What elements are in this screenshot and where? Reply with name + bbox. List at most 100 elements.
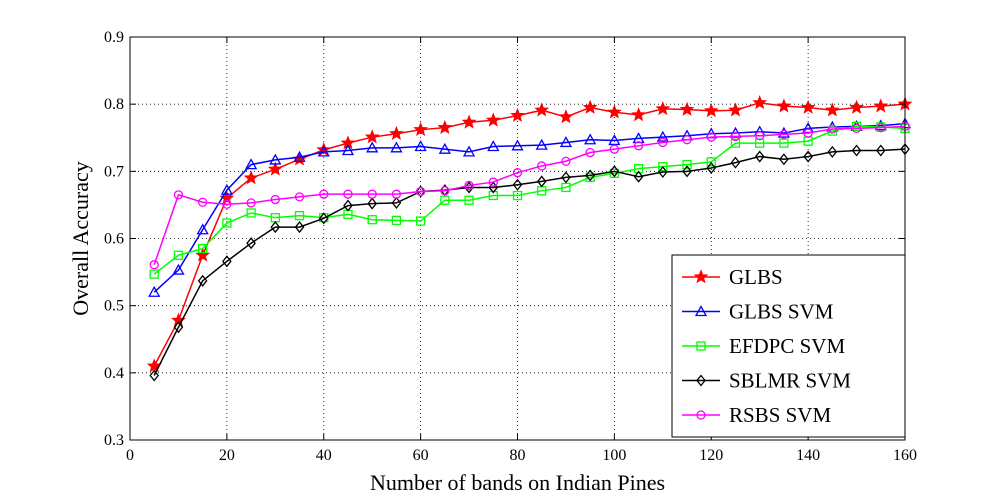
data-point bbox=[243, 170, 259, 185]
data-point bbox=[633, 141, 644, 151]
data-point bbox=[391, 215, 402, 226]
data-point bbox=[655, 101, 671, 116]
y-tick-label: 0.4 bbox=[104, 365, 124, 382]
data-point bbox=[317, 145, 330, 157]
data-point bbox=[703, 103, 719, 118]
data-point bbox=[777, 126, 791, 138]
y-tick-label: 0.9 bbox=[104, 29, 124, 46]
data-point bbox=[267, 161, 283, 176]
data-point bbox=[851, 123, 862, 133]
data-point bbox=[341, 144, 355, 156]
data-point bbox=[755, 131, 765, 141]
data-point bbox=[390, 141, 403, 153]
data-point bbox=[536, 175, 547, 188]
data-point bbox=[512, 168, 523, 178]
x-tick-label: 140 bbox=[796, 447, 820, 464]
data-point bbox=[293, 150, 306, 162]
data-point bbox=[198, 197, 208, 207]
data-point bbox=[754, 150, 765, 163]
data-point bbox=[512, 190, 523, 201]
data-point bbox=[730, 131, 741, 142]
data-point bbox=[294, 221, 305, 234]
data-point bbox=[389, 125, 404, 141]
data-point bbox=[730, 156, 741, 169]
data-point bbox=[535, 138, 548, 150]
data-point bbox=[706, 132, 716, 142]
data-point bbox=[510, 107, 525, 122]
data-point bbox=[222, 255, 232, 268]
data-point bbox=[464, 195, 474, 205]
data-point bbox=[779, 138, 789, 148]
x-tick-label: 20 bbox=[219, 447, 235, 464]
data-point bbox=[485, 112, 501, 127]
data-point bbox=[415, 216, 426, 226]
x-tick-label: 80 bbox=[510, 447, 526, 464]
data-point bbox=[609, 144, 620, 154]
data-point bbox=[606, 104, 622, 119]
data-point bbox=[343, 199, 353, 212]
data-point bbox=[827, 145, 838, 158]
data-point bbox=[246, 208, 256, 218]
data-point bbox=[779, 153, 789, 166]
x-tick-label: 60 bbox=[413, 447, 429, 464]
data-point bbox=[827, 124, 837, 134]
legend-marker bbox=[694, 305, 708, 317]
x-tick-label: 0 bbox=[126, 447, 134, 464]
data-point bbox=[461, 114, 477, 129]
data-point bbox=[246, 237, 256, 250]
data-point bbox=[246, 198, 256, 208]
legend-label: GLBS bbox=[729, 265, 783, 289]
data-point bbox=[195, 247, 211, 262]
y-tick-label: 0.5 bbox=[104, 298, 124, 315]
series-layer bbox=[146, 95, 913, 382]
legend-marker bbox=[696, 341, 706, 351]
data-point bbox=[537, 161, 547, 171]
data-point bbox=[173, 321, 184, 334]
data-point bbox=[776, 98, 792, 113]
data-point bbox=[824, 102, 840, 117]
data-point bbox=[559, 136, 573, 148]
data-point bbox=[197, 274, 208, 287]
data-point bbox=[222, 199, 232, 209]
data-point bbox=[270, 221, 281, 234]
data-point bbox=[561, 182, 571, 193]
data-point bbox=[608, 134, 621, 146]
legend-item-sblmr-svm: SBLMR SVM bbox=[682, 369, 851, 393]
data-point bbox=[488, 177, 498, 187]
data-point bbox=[462, 145, 476, 157]
data-point bbox=[682, 165, 692, 178]
data-point bbox=[679, 101, 695, 116]
data-point bbox=[876, 123, 886, 133]
data-point bbox=[366, 141, 379, 153]
legend-label: GLBS SVM bbox=[729, 300, 834, 324]
data-point bbox=[851, 144, 862, 157]
x-tick-label: 100 bbox=[602, 447, 626, 464]
data-point bbox=[585, 169, 595, 182]
data-point bbox=[779, 129, 789, 140]
data-point bbox=[196, 223, 209, 235]
data-point bbox=[730, 138, 741, 148]
data-point bbox=[440, 195, 450, 205]
data-point bbox=[561, 156, 571, 166]
data-point bbox=[172, 263, 185, 275]
data-point bbox=[631, 107, 646, 122]
data-point bbox=[413, 121, 429, 136]
data-point bbox=[800, 99, 816, 114]
legend-item-glbs: GLBS bbox=[682, 265, 783, 289]
data-point bbox=[803, 128, 813, 138]
data-point bbox=[682, 159, 692, 170]
data-point bbox=[220, 183, 233, 195]
data-point bbox=[582, 99, 598, 114]
data-point bbox=[437, 119, 453, 134]
x-tick-label: 40 bbox=[316, 447, 332, 464]
legend-label: SBLMR SVM bbox=[729, 369, 851, 393]
data-point bbox=[803, 150, 813, 163]
data-point bbox=[534, 102, 550, 117]
data-point bbox=[487, 140, 500, 152]
data-point bbox=[558, 109, 574, 124]
x-tick-label: 160 bbox=[893, 447, 917, 464]
data-point bbox=[270, 194, 280, 205]
data-point bbox=[561, 171, 571, 184]
data-point bbox=[706, 157, 716, 167]
data-point bbox=[343, 189, 353, 199]
